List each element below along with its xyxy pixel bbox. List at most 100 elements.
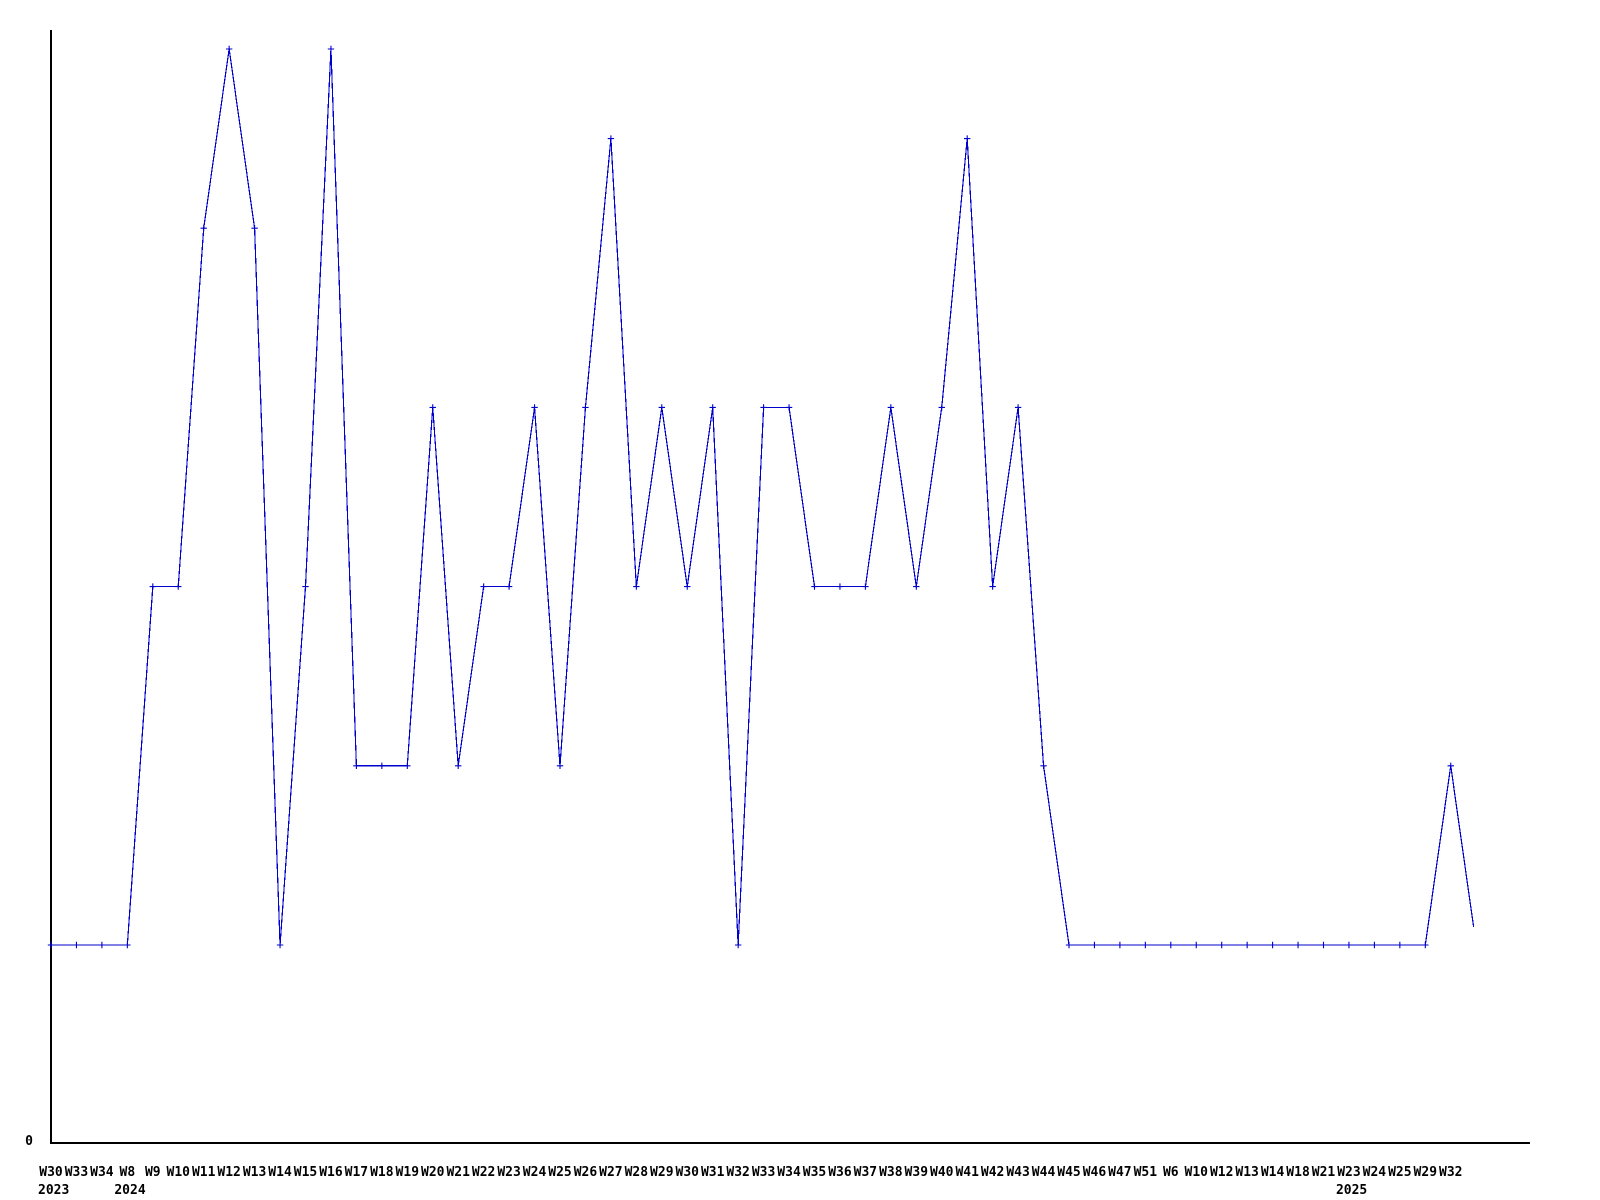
- x-axis-tick-label: W20: [421, 1165, 445, 1180]
- data-point-marker: [1320, 941, 1327, 949]
- x-axis-tick-label: W28: [625, 1165, 649, 1180]
- data-point-marker: [556, 762, 564, 769]
- x-axis-tick-label: W29: [1414, 1165, 1437, 1180]
- data-point-marker: [964, 135, 971, 142]
- x-axis-tick-label: W23: [1337, 1165, 1360, 1180]
- data-point-marker: [1040, 762, 1047, 769]
- x-axis-tick-label: W33: [752, 1165, 775, 1180]
- x-axis-tick-label: W24: [1363, 1165, 1387, 1180]
- data-point-marker: [505, 583, 513, 590]
- x-axis-tick-label: W8: [120, 1165, 136, 1180]
- x-axis-year-labels: 2023 2024 2025: [38, 1183, 1367, 1198]
- data-point-marker: [1371, 941, 1378, 949]
- data-point-marker: [709, 404, 716, 411]
- x-axis-tick-label: W29: [650, 1165, 673, 1180]
- data-point-marker: [989, 583, 996, 590]
- data-point-marker: [531, 404, 538, 411]
- x-axis-tick-label: W35: [803, 1165, 826, 1180]
- x-axis-tick-labels: W30 W33 W34 W8 W9 W10 W11 W12 W13 W14 W15 W16 W17 W18…: [39, 1165, 1462, 1180]
- data-point-marker: [1294, 941, 1302, 949]
- data-point-marker: [633, 583, 640, 590]
- series-line-path: [51, 48, 1475, 946]
- x-axis-tick-label: W45: [1057, 1165, 1080, 1180]
- x-axis-tick-label: W11: [192, 1165, 216, 1180]
- x-axis-tick-label: W19: [396, 1165, 419, 1180]
- x-axis-tick-label: W6: [1163, 1165, 1179, 1180]
- data-point-marker: [760, 404, 767, 411]
- data-point-marker: [200, 225, 207, 232]
- x-axis-tick-label: W37: [854, 1165, 877, 1180]
- x-axis-year-label: 2023: [38, 1183, 69, 1198]
- data-point-marker: [1447, 762, 1454, 769]
- x-axis-tick-label: W44: [1032, 1165, 1056, 1180]
- data-point-marker: [836, 583, 844, 590]
- x-axis-tick-label: W18: [370, 1165, 394, 1180]
- data-point-marker: [149, 583, 156, 590]
- x-axis-tick-label: W32: [726, 1165, 749, 1180]
- x-axis-year-label: 2025: [1336, 1183, 1367, 1198]
- data-point-marker: [938, 404, 945, 411]
- data-point-marker: [302, 583, 309, 590]
- data-point-marker: [404, 762, 411, 769]
- axes-group: [50, 30, 1530, 1144]
- data-point-marker: [124, 941, 131, 949]
- data-point-marker: [607, 135, 615, 142]
- x-axis-tick-label: W46: [1083, 1165, 1107, 1180]
- x-axis-tick-label: W41: [955, 1165, 979, 1180]
- x-axis-tick-label: W12: [1210, 1165, 1233, 1180]
- x-axis-tick-label: W9: [145, 1165, 161, 1180]
- y-axis-tick-labels: 0: [25, 1134, 33, 1149]
- x-axis-tick-label: W21: [446, 1165, 470, 1180]
- x-axis-tick-label: W13: [243, 1165, 266, 1180]
- x-axis-tick-label: W10: [167, 1165, 191, 1180]
- y-axis-tick-label: 0: [25, 1134, 33, 1149]
- x-axis-tick-label: W33: [65, 1165, 88, 1180]
- x-axis-tick-label: W40: [930, 1165, 954, 1180]
- data-point-marker: [98, 941, 106, 949]
- data-point-marker: [251, 225, 258, 232]
- data-point-marker: [276, 941, 284, 949]
- x-axis-year-label: 2024: [114, 1183, 145, 1198]
- x-axis-tick-label: W14: [268, 1165, 292, 1180]
- x-axis-tick-label: W51: [1134, 1165, 1158, 1180]
- x-axis-tick-label: W18: [1286, 1165, 1310, 1180]
- x-axis-tick-label: W34: [90, 1165, 114, 1180]
- x-axis-tick-label: W42: [981, 1165, 1004, 1180]
- x-axis-tick-label: W15: [294, 1165, 317, 1180]
- data-point-marker: [1091, 941, 1098, 949]
- x-axis-tick-label: W27: [599, 1165, 622, 1180]
- x-axis-tick-label: W14: [1261, 1165, 1285, 1180]
- data-point-marker: [429, 404, 436, 411]
- x-axis-tick-label: W38: [879, 1165, 903, 1180]
- data-point-marker: [455, 762, 462, 769]
- x-axis-tick-label: W30: [676, 1165, 700, 1180]
- data-point-marker: [684, 583, 691, 590]
- x-axis-tick-label: W26: [574, 1165, 598, 1180]
- data-point-marker: [1142, 941, 1149, 949]
- data-point-marker: [480, 583, 487, 590]
- data-point-marker: [1269, 941, 1276, 949]
- x-axis-tick-label: W13: [1235, 1165, 1258, 1180]
- axis-lines: [50, 30, 1530, 1144]
- x-axis-tick-label: W36: [828, 1165, 852, 1180]
- data-point-marker: [811, 583, 818, 590]
- data-point-markers: [47, 45, 1454, 949]
- x-axis-tick-label: W47: [1108, 1165, 1131, 1180]
- data-point-marker: [73, 941, 80, 949]
- data-point-marker: [225, 45, 233, 53]
- data-point-marker: [175, 583, 182, 590]
- data-point-marker: [1014, 404, 1022, 411]
- x-axis-tick-label: W34: [777, 1165, 801, 1180]
- x-axis-tick-label: W24: [523, 1165, 547, 1180]
- x-axis-tick-label: W43: [1006, 1165, 1029, 1180]
- data-point-marker: [1065, 941, 1073, 949]
- data-point-marker: [1193, 941, 1200, 949]
- x-axis-tick-label: W39: [905, 1165, 928, 1180]
- data-point-marker: [1116, 941, 1124, 949]
- x-axis-tick-label: W32: [1439, 1165, 1462, 1180]
- data-point-marker: [658, 404, 665, 411]
- data-point-marker: [47, 941, 55, 949]
- data-point-marker: [378, 762, 386, 769]
